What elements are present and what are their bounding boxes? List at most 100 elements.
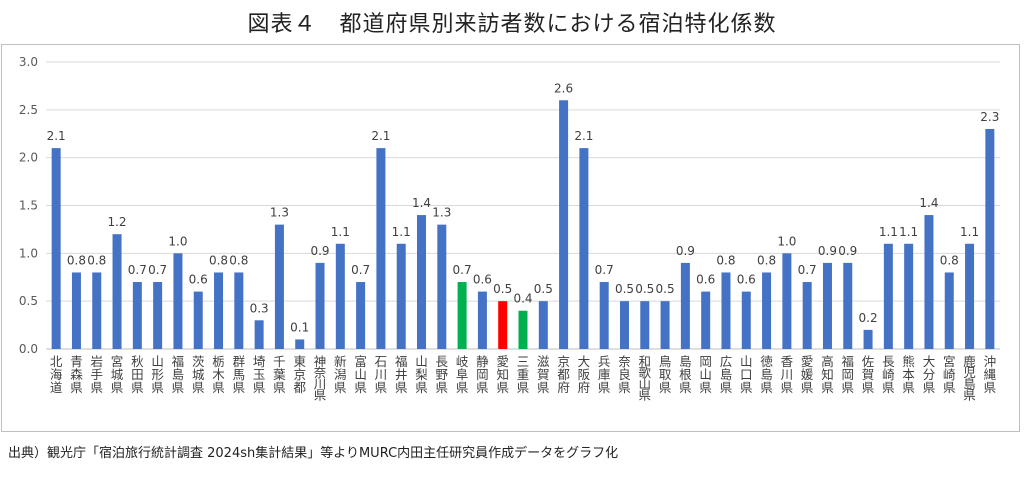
bar bbox=[965, 243, 975, 349]
y-tick-label: 2.5 bbox=[19, 103, 38, 117]
data-label: 0.1 bbox=[290, 320, 309, 334]
x-tick-label: 奈良県 bbox=[618, 354, 631, 395]
data-label: 0.8 bbox=[757, 253, 776, 267]
bar bbox=[518, 310, 528, 349]
x-tick-label: 岡山県 bbox=[699, 354, 712, 395]
x-tick-label: 高知県 bbox=[821, 354, 834, 395]
bar bbox=[741, 291, 751, 349]
x-tick-label: 宮崎県 bbox=[943, 354, 956, 395]
bar bbox=[417, 215, 427, 349]
bar bbox=[619, 301, 629, 349]
bar bbox=[680, 262, 690, 349]
source-note: 出典）観光庁「宿泊旅行統計調査 2024sh集計結果」等よりMURC内田主任研究… bbox=[8, 446, 619, 461]
data-label: 2.1 bbox=[574, 129, 593, 143]
bar bbox=[802, 282, 812, 349]
x-tick-label: 大分県 bbox=[923, 354, 936, 395]
data-label: 0.8 bbox=[67, 253, 86, 267]
x-tick-label: 静岡県 bbox=[476, 354, 489, 395]
x-tick-label: 群馬県 bbox=[233, 354, 246, 395]
bar bbox=[112, 234, 122, 349]
bar bbox=[944, 272, 954, 349]
x-tick-label: 千葉県 bbox=[273, 354, 286, 395]
data-label: 0.7 bbox=[128, 263, 147, 277]
bar bbox=[477, 291, 487, 349]
x-tick-label: 山梨県 bbox=[415, 354, 428, 395]
x-tick-label: 岩手県 bbox=[90, 354, 103, 395]
bar bbox=[843, 262, 853, 349]
y-tick-label: 1.0 bbox=[19, 246, 38, 260]
x-tick-label: 長崎県 bbox=[882, 354, 895, 395]
x-tick-label: 京都府 bbox=[557, 354, 570, 395]
bar bbox=[579, 148, 589, 349]
bar bbox=[71, 272, 81, 349]
bar bbox=[214, 272, 224, 349]
data-label: 1.0 bbox=[777, 234, 796, 248]
bar bbox=[782, 253, 792, 349]
bar bbox=[437, 224, 447, 349]
x-tick-label: 新潟県 bbox=[334, 354, 347, 395]
x-tick-label: 兵庫県 bbox=[598, 354, 611, 395]
bar bbox=[376, 148, 386, 349]
data-label: 0.7 bbox=[453, 263, 472, 277]
bar bbox=[904, 243, 914, 349]
bar bbox=[234, 272, 244, 349]
bar bbox=[356, 282, 366, 349]
data-label: 0.5 bbox=[615, 282, 634, 296]
x-tick-label: 宮城県 bbox=[111, 354, 124, 395]
data-label: 0.7 bbox=[351, 263, 370, 277]
data-label: 0.5 bbox=[534, 282, 553, 296]
data-label: 0.3 bbox=[250, 301, 269, 315]
x-tick-label: 熊本県 bbox=[902, 354, 915, 395]
bar bbox=[254, 320, 264, 349]
data-label: 0.6 bbox=[189, 273, 208, 287]
data-label: 0.7 bbox=[148, 263, 167, 277]
x-tick-label: 北海道 bbox=[50, 354, 63, 395]
data-label: 0.5 bbox=[635, 282, 654, 296]
x-tick-label: 福岡県 bbox=[842, 354, 855, 395]
bar bbox=[762, 272, 772, 349]
x-tick-label: 神奈川県 bbox=[314, 354, 327, 403]
x-tick-label: 山形県 bbox=[151, 354, 164, 395]
data-label: 1.1 bbox=[960, 225, 979, 239]
data-label: 0.9 bbox=[818, 244, 837, 258]
bar bbox=[153, 282, 163, 349]
x-tick-label: 愛媛県 bbox=[801, 354, 814, 395]
data-label: 0.5 bbox=[656, 282, 675, 296]
x-tick-label: 佐賀県 bbox=[862, 354, 875, 395]
data-label: 0.6 bbox=[737, 273, 756, 287]
data-label: 0.8 bbox=[87, 253, 106, 267]
bar bbox=[92, 272, 102, 349]
data-label: 2.1 bbox=[371, 129, 390, 143]
data-label: 0.8 bbox=[209, 253, 228, 267]
bar bbox=[51, 148, 61, 349]
data-label: 0.7 bbox=[798, 263, 817, 277]
data-label: 0.2 bbox=[859, 311, 878, 325]
data-label: 2.1 bbox=[47, 129, 66, 143]
data-label: 0.6 bbox=[473, 273, 492, 287]
x-tick-label: 徳島県 bbox=[760, 354, 773, 395]
x-tick-label: 青森県 bbox=[70, 354, 83, 395]
data-label: 1.4 bbox=[412, 196, 431, 210]
data-label: 1.1 bbox=[879, 225, 898, 239]
x-tick-label: 大阪府 bbox=[578, 354, 591, 395]
x-tick-label: 和歌山県 bbox=[639, 354, 652, 403]
bar bbox=[498, 301, 508, 349]
bar bbox=[822, 262, 832, 349]
y-tick-label: 0.5 bbox=[19, 294, 38, 308]
bar bbox=[985, 128, 995, 349]
chart-title: 図表４ 都道府県別来訪者数における宿泊特化係数 bbox=[247, 12, 777, 37]
data-label: 0.9 bbox=[310, 244, 329, 258]
bar bbox=[295, 339, 305, 349]
x-tick-label: 岐阜県 bbox=[456, 354, 469, 395]
bar bbox=[640, 301, 650, 349]
bar bbox=[924, 215, 934, 349]
bar bbox=[559, 100, 569, 350]
x-tick-label: 広島県 bbox=[720, 354, 733, 395]
chart-frame bbox=[1, 44, 1020, 432]
y-tick-label: 1.5 bbox=[19, 199, 38, 213]
bar bbox=[701, 291, 711, 349]
data-label: 0.5 bbox=[493, 282, 512, 296]
data-label: 2.3 bbox=[980, 110, 999, 124]
x-tick-label: 埼玉県 bbox=[253, 354, 266, 395]
bar bbox=[457, 282, 467, 349]
